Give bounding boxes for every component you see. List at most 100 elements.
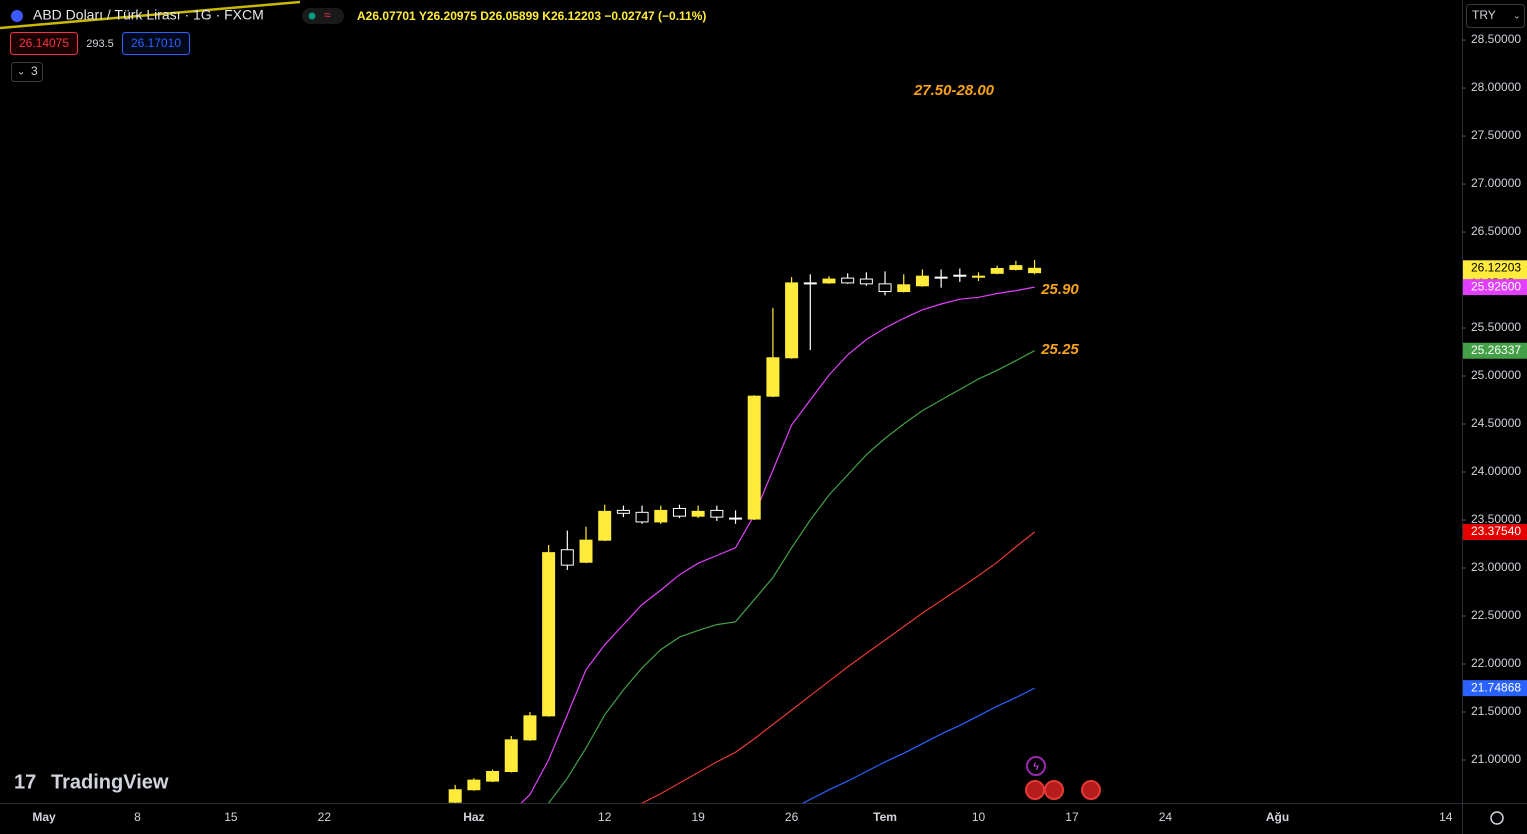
y-tick-label: 21.00000 bbox=[1471, 752, 1521, 766]
price-label-text: 25.92600 bbox=[1471, 279, 1521, 293]
symbol-icon[interactable] bbox=[11, 10, 23, 22]
y-tick-label: 22.00000 bbox=[1471, 656, 1521, 670]
candle-body bbox=[1028, 267, 1042, 274]
price-label bbox=[1463, 680, 1527, 697]
y-tick-label: 23.00000 bbox=[1471, 560, 1521, 574]
y-tick-label: 28.00000 bbox=[1471, 80, 1521, 94]
annotation: 25.90 bbox=[1040, 281, 1079, 298]
price-label-text: 25.26337 bbox=[1471, 343, 1521, 357]
x-tick-label: 26 bbox=[785, 810, 799, 824]
x-tick-label: 17 bbox=[1065, 810, 1079, 824]
candle-body bbox=[859, 278, 873, 285]
price-label-text: 21.74868 bbox=[1471, 680, 1521, 694]
x-tick-label: 8 bbox=[134, 810, 141, 824]
candle-body bbox=[729, 517, 743, 520]
price-label bbox=[1463, 342, 1527, 359]
logo-mark: 17 bbox=[14, 771, 36, 793]
x-tick-label: Tem bbox=[873, 810, 897, 824]
y-tick-label: 25.50000 bbox=[1471, 320, 1521, 334]
x-tick-label: 19 bbox=[691, 810, 705, 824]
candle-body bbox=[934, 276, 948, 279]
chevron[interactable]: ⌄ bbox=[17, 67, 25, 78]
y-tick-label: 22.50000 bbox=[1471, 608, 1521, 622]
event-icon-glyph[interactable]: ϟ bbox=[1033, 761, 1039, 773]
candle-body bbox=[990, 267, 1004, 274]
candle-body bbox=[878, 283, 892, 293]
annotation: 25.25 bbox=[1040, 341, 1079, 358]
price-label bbox=[1463, 523, 1527, 540]
candle-body bbox=[691, 510, 705, 517]
event-flag[interactable] bbox=[1044, 780, 1064, 800]
x-tick-label: 24 bbox=[1159, 810, 1173, 824]
spread: 293.5 bbox=[86, 38, 114, 50]
y-tick-label: 25.00000 bbox=[1471, 368, 1521, 382]
candle-body bbox=[504, 739, 518, 773]
indicators-toggle[interactable] bbox=[11, 62, 43, 82]
candle-body bbox=[486, 771, 500, 782]
candle-body bbox=[915, 275, 929, 287]
indicator-line bbox=[547, 350, 1035, 803]
sell-button[interactable] bbox=[10, 32, 78, 55]
x-tick-label: Ağu bbox=[1266, 810, 1289, 824]
chevron[interactable]: ⌄ bbox=[1513, 10, 1521, 20]
candle-body bbox=[972, 275, 985, 278]
brand: TradingView bbox=[51, 771, 169, 793]
y-tick-label: 23.50000 bbox=[1471, 512, 1521, 526]
candle-body bbox=[841, 277, 855, 284]
event-icon[interactable] bbox=[1026, 756, 1046, 776]
indicator-line bbox=[520, 286, 1035, 803]
candle-body bbox=[710, 509, 724, 518]
x-tick-label: 10 bbox=[972, 810, 986, 824]
currency[interactable]: TRY bbox=[1472, 8, 1496, 22]
currency-select[interactable] bbox=[1466, 4, 1525, 28]
candle-body bbox=[542, 552, 556, 717]
x-tick-label: 12 bbox=[598, 810, 612, 824]
candle-body bbox=[803, 282, 817, 285]
indicator-count[interactable]: 3 bbox=[31, 64, 38, 78]
candle-body bbox=[953, 274, 967, 277]
candle-body bbox=[654, 509, 668, 523]
price-label-text: 23.37540 bbox=[1471, 524, 1521, 538]
price-label-text: 26.12203 bbox=[1471, 260, 1521, 274]
event-flag[interactable] bbox=[1025, 780, 1045, 800]
y-tick-label: 26.50000 bbox=[1471, 224, 1521, 238]
x-tick-label: Haz bbox=[463, 810, 484, 824]
candle-body bbox=[448, 789, 462, 803]
candle-body bbox=[635, 511, 649, 523]
candle-body bbox=[672, 507, 686, 517]
y-tick-label: 27.00000 bbox=[1471, 176, 1521, 190]
candle-body bbox=[747, 395, 761, 520]
ask-price[interactable]: 26.17010 bbox=[131, 36, 181, 50]
candle-body bbox=[560, 549, 574, 566]
x-tick-label: 15 bbox=[224, 810, 238, 824]
candle-body bbox=[785, 282, 799, 359]
plot bbox=[448, 259, 1042, 803]
candle-body bbox=[467, 779, 481, 791]
symbol-title[interactable]: ABD Doları / Türk Lirası · 1G · FXCM bbox=[33, 7, 264, 23]
market-status bbox=[308, 12, 316, 20]
indicator-line bbox=[801, 687, 1035, 803]
indicator-line bbox=[641, 531, 1035, 803]
data-status: ≈ bbox=[324, 8, 331, 22]
drawing-line bbox=[0, 0, 301, 30]
candle-body bbox=[598, 510, 612, 541]
bid-price[interactable]: 26.14075 bbox=[19, 36, 69, 50]
y-tick-label: 28.50000 bbox=[1471, 32, 1521, 46]
annotation: 27.50-28.00 bbox=[913, 82, 995, 99]
y-tick-label: 24.00000 bbox=[1471, 464, 1521, 478]
candle-body bbox=[523, 715, 537, 741]
buy-button[interactable] bbox=[122, 32, 190, 55]
candle-body bbox=[1009, 265, 1023, 270]
ohlc-legend: A26.07701 Y26.20975 D26.05899 K26.12203 … bbox=[357, 9, 706, 23]
event-flag[interactable] bbox=[1081, 780, 1101, 800]
candle-body bbox=[616, 509, 630, 514]
candle-body bbox=[897, 284, 911, 293]
x-tick-label: 14 bbox=[1439, 810, 1453, 824]
y-tick-label: 27.50000 bbox=[1471, 128, 1521, 142]
status-badge bbox=[302, 8, 344, 24]
price-label bbox=[1463, 279, 1527, 296]
settings-button[interactable] bbox=[1490, 811, 1504, 825]
